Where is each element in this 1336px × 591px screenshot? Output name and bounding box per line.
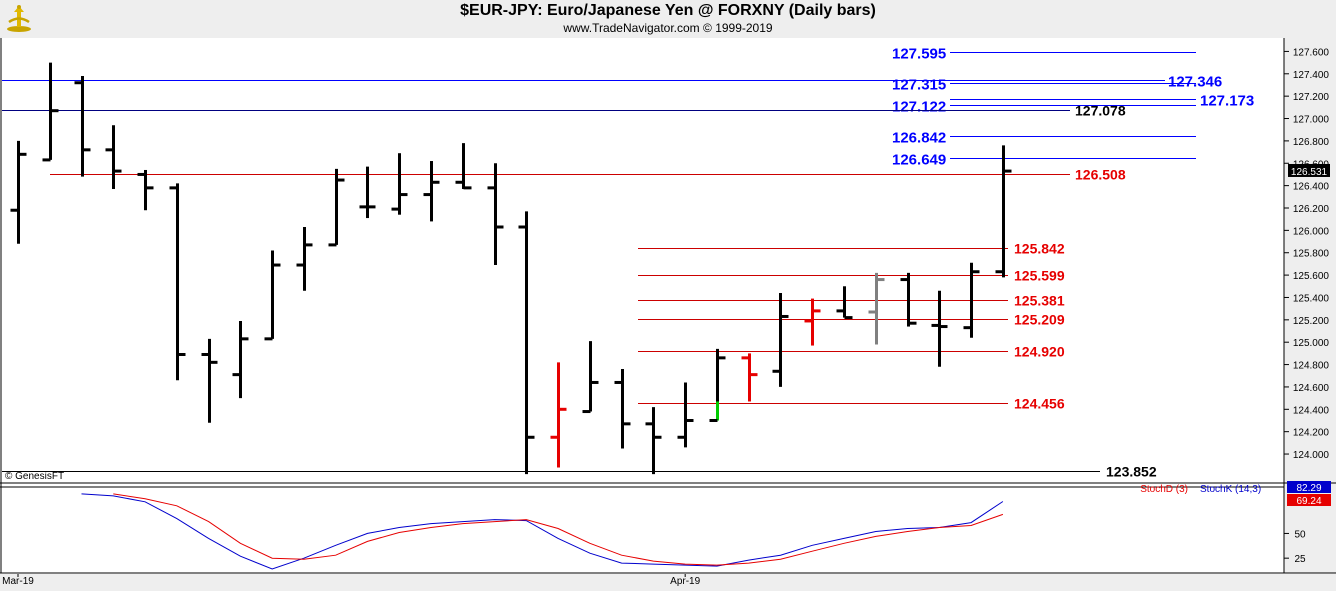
stochd-value: 69.24	[1296, 496, 1321, 507]
level-label: 126.842	[892, 130, 946, 147]
price-panel	[0, 38, 1336, 482]
level-label: 127.315	[892, 77, 946, 94]
level-label: 125.599	[1014, 268, 1065, 284]
ohlc-bar	[836, 286, 853, 320]
y-tick-label: 127.600	[1293, 47, 1330, 58]
ohlc-bar	[10, 140, 27, 244]
level-label: 127.078	[1075, 103, 1126, 119]
stochk-value: 82.29	[1296, 483, 1321, 494]
ohlc-bar	[201, 338, 218, 423]
level-label: 124.456	[1014, 396, 1065, 412]
ohlc-bar	[391, 153, 408, 215]
legend-stochk: StochK (14,3)	[1200, 484, 1261, 495]
level-label: 127.122	[892, 99, 946, 116]
ohlc-bar	[550, 362, 567, 468]
y-tick-label: 124.400	[1293, 405, 1330, 416]
chart-subtitle: www.TradeNavigator.com © 1999-2019	[563, 21, 773, 35]
ohlc-bar	[169, 183, 186, 381]
y-tick-label: 124.000	[1293, 450, 1330, 461]
y-tick-label: 126.800	[1293, 137, 1330, 148]
ohlc-bar	[582, 341, 599, 414]
copyright-text: © GenesisFT	[5, 471, 64, 482]
ohlc-bar	[868, 272, 885, 345]
ohlc-bar	[995, 145, 1012, 278]
stoch-line	[113, 493, 1004, 566]
level-label: 125.209	[1014, 312, 1065, 328]
level-label: 124.920	[1014, 344, 1065, 360]
ohlc-bar	[963, 262, 980, 338]
level-label: 126.649	[892, 152, 946, 169]
ohlc-bar	[296, 227, 313, 291]
y-tick-label: 126.400	[1293, 182, 1330, 193]
ohlc-bar	[328, 168, 345, 247]
y-tick-label: 127.200	[1293, 92, 1330, 103]
last-price-box	[1288, 163, 1330, 177]
x-tick-label: Apr-19	[670, 576, 700, 587]
y-tick-label: 125.000	[1293, 338, 1330, 349]
ohlc-bar	[677, 382, 694, 448]
ohlc-bar	[455, 143, 472, 190]
level-label: 125.842	[1014, 241, 1065, 257]
osc-y-tick-label: 50	[1294, 529, 1306, 540]
ohlc-bar	[709, 348, 726, 422]
y-tick-label: 126.000	[1293, 226, 1330, 237]
osc-y-tick-label: 25	[1294, 554, 1306, 565]
last-price-label: 126.531	[1291, 167, 1328, 178]
legend-stochd: StochD (3)	[1140, 484, 1188, 495]
level-label: 126.508	[1075, 167, 1126, 183]
y-tick-label: 127.400	[1293, 70, 1330, 81]
ohlc-bar	[264, 250, 281, 341]
stochk-value-box	[1287, 481, 1331, 493]
level-label: 127.346	[1168, 74, 1222, 91]
ohlc-bar	[105, 125, 122, 189]
ohlc-bar	[74, 76, 91, 177]
ohlc-bar	[42, 62, 59, 162]
ohlc-bar	[487, 163, 504, 266]
chart-title: $EUR-JPY: Euro/Japanese Yen @ FORXNY (Da…	[460, 2, 876, 19]
ohlc-bar	[232, 320, 249, 399]
y-tick-label: 124.600	[1293, 383, 1330, 394]
ohlc-bar	[804, 298, 821, 346]
ohlc-bar	[137, 169, 154, 211]
ohlc-bar	[772, 292, 789, 387]
level-label: 127.173	[1200, 93, 1254, 110]
ohlc-bar	[359, 166, 376, 219]
stochd-value-box	[1287, 494, 1331, 506]
y-tick-label: 127.000	[1293, 115, 1330, 126]
ohlc-bar	[614, 369, 631, 449]
ohlc-bar	[645, 407, 662, 475]
ohlc-bar	[931, 290, 948, 367]
stoch-line	[81, 493, 1004, 570]
level-label: 127.595	[892, 46, 946, 63]
ohlc-bar	[900, 272, 917, 327]
ohlc-bar	[423, 161, 440, 222]
date-axis-panel	[0, 574, 1336, 591]
y-tick-label: 125.800	[1293, 249, 1330, 260]
chart-header	[0, 0, 1336, 38]
level-label: 125.381	[1014, 293, 1065, 309]
y-tick-label: 126.200	[1293, 204, 1330, 215]
y-tick-label: 125.400	[1293, 293, 1330, 304]
x-tick-label: Mar-19	[2, 576, 34, 587]
y-tick-label: 124.200	[1293, 428, 1330, 439]
ohlc-bar	[518, 211, 535, 475]
y-tick-label: 125.600	[1293, 271, 1330, 282]
level-label: 123.852	[1106, 464, 1157, 480]
y-tick-label: 124.800	[1293, 361, 1330, 372]
y-tick-label: 125.200	[1293, 316, 1330, 327]
ohlc-bar	[741, 353, 758, 402]
trade-navigator-logo	[7, 5, 31, 32]
